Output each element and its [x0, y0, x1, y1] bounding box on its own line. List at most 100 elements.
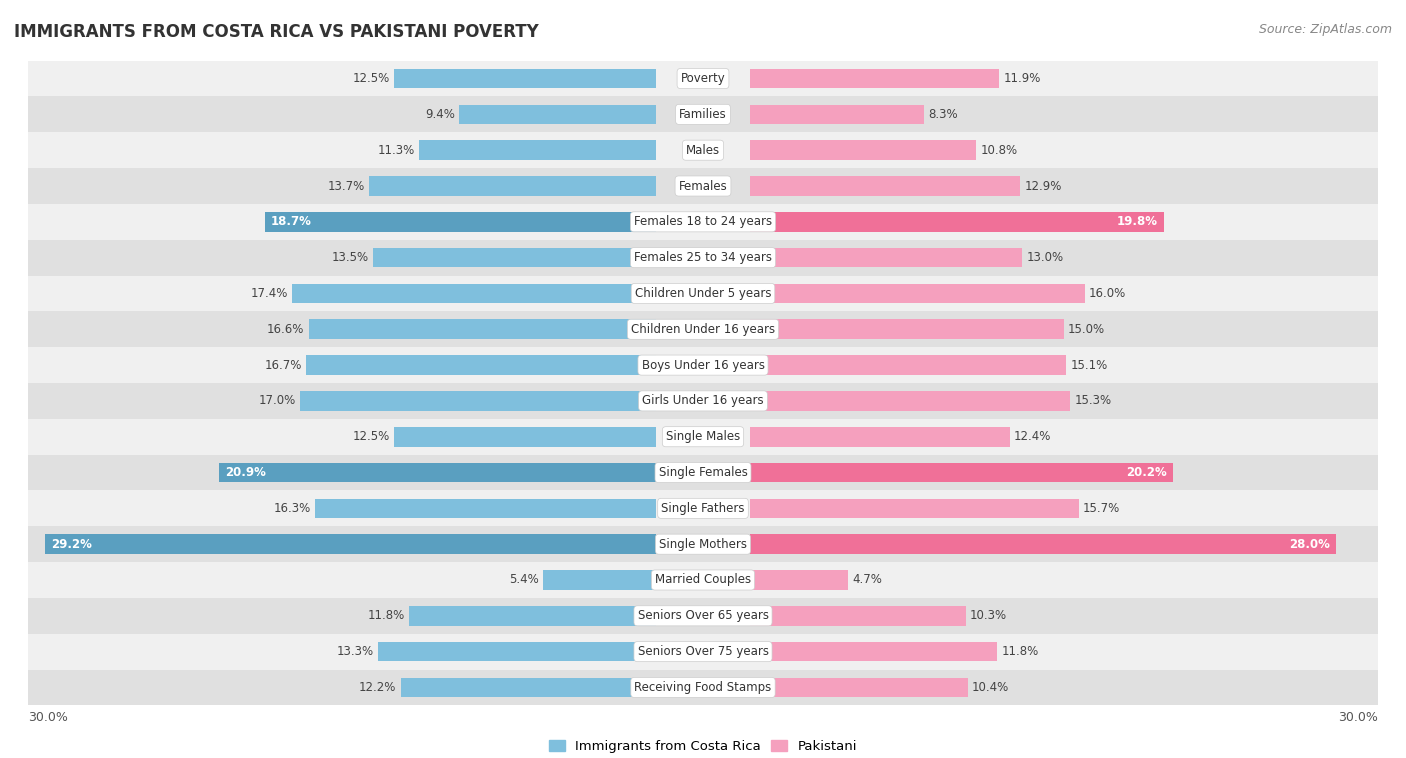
Bar: [749, 499, 1078, 518]
Bar: [308, 319, 657, 339]
Bar: [749, 642, 997, 662]
Text: 29.2%: 29.2%: [51, 537, 91, 550]
Bar: [749, 356, 1066, 375]
Bar: [749, 140, 976, 160]
Text: 12.4%: 12.4%: [1014, 431, 1052, 443]
Bar: [28, 96, 1378, 133]
Bar: [299, 391, 657, 411]
Bar: [749, 391, 1070, 411]
Text: 16.3%: 16.3%: [273, 502, 311, 515]
Bar: [370, 176, 657, 196]
Bar: [28, 490, 1378, 526]
Text: 9.4%: 9.4%: [425, 108, 456, 121]
Bar: [28, 204, 1378, 240]
Bar: [749, 606, 966, 625]
Bar: [749, 319, 1064, 339]
Text: 13.0%: 13.0%: [1026, 251, 1063, 264]
Bar: [749, 462, 1173, 482]
Bar: [28, 598, 1378, 634]
Text: Females 18 to 24 years: Females 18 to 24 years: [634, 215, 772, 228]
Text: 10.4%: 10.4%: [972, 681, 1010, 694]
Text: 11.8%: 11.8%: [1001, 645, 1039, 658]
Bar: [749, 427, 1010, 446]
Text: 30.0%: 30.0%: [28, 711, 67, 724]
Text: 17.4%: 17.4%: [250, 287, 288, 300]
Text: 5.4%: 5.4%: [509, 574, 538, 587]
Bar: [401, 678, 657, 697]
Bar: [28, 634, 1378, 669]
Text: Males: Males: [686, 144, 720, 157]
Bar: [749, 283, 1085, 303]
Text: IMMIGRANTS FROM COSTA RICA VS PAKISTANI POVERTY: IMMIGRANTS FROM COSTA RICA VS PAKISTANI …: [14, 23, 538, 41]
Legend: Immigrants from Costa Rica, Pakistani: Immigrants from Costa Rica, Pakistani: [544, 735, 862, 758]
Bar: [28, 240, 1378, 276]
Text: 13.7%: 13.7%: [328, 180, 366, 193]
Text: Families: Families: [679, 108, 727, 121]
Bar: [28, 455, 1378, 490]
Text: 15.0%: 15.0%: [1069, 323, 1105, 336]
Text: 15.1%: 15.1%: [1070, 359, 1108, 371]
Text: 4.7%: 4.7%: [852, 574, 883, 587]
Text: 13.3%: 13.3%: [336, 645, 374, 658]
Bar: [543, 570, 657, 590]
Bar: [307, 356, 657, 375]
Text: Children Under 5 years: Children Under 5 years: [634, 287, 772, 300]
Text: Receiving Food Stamps: Receiving Food Stamps: [634, 681, 772, 694]
Bar: [28, 276, 1378, 312]
Text: 18.7%: 18.7%: [271, 215, 312, 228]
Text: Seniors Over 65 years: Seniors Over 65 years: [637, 609, 769, 622]
Bar: [28, 526, 1378, 562]
Bar: [749, 678, 967, 697]
Text: 15.7%: 15.7%: [1083, 502, 1121, 515]
Bar: [419, 140, 657, 160]
Text: 12.5%: 12.5%: [353, 431, 389, 443]
Bar: [28, 419, 1378, 455]
Bar: [28, 61, 1378, 96]
Text: 8.3%: 8.3%: [928, 108, 957, 121]
Bar: [394, 69, 657, 89]
Bar: [374, 248, 657, 268]
Bar: [394, 427, 657, 446]
Text: Children Under 16 years: Children Under 16 years: [631, 323, 775, 336]
Text: Married Couples: Married Couples: [655, 574, 751, 587]
Bar: [749, 248, 1022, 268]
Bar: [28, 669, 1378, 706]
Bar: [749, 176, 1019, 196]
Text: 11.3%: 11.3%: [378, 144, 415, 157]
Text: Seniors Over 75 years: Seniors Over 75 years: [637, 645, 769, 658]
Bar: [28, 383, 1378, 419]
Text: Single Males: Single Males: [666, 431, 740, 443]
Bar: [749, 570, 848, 590]
Bar: [218, 462, 657, 482]
Text: 16.7%: 16.7%: [264, 359, 302, 371]
Bar: [749, 69, 1000, 89]
Text: Single Females: Single Females: [658, 466, 748, 479]
Text: 19.8%: 19.8%: [1118, 215, 1159, 228]
Bar: [28, 562, 1378, 598]
Bar: [292, 283, 657, 303]
Text: 20.2%: 20.2%: [1126, 466, 1167, 479]
Text: 30.0%: 30.0%: [1339, 711, 1378, 724]
Text: 20.9%: 20.9%: [225, 466, 266, 479]
Text: Source: ZipAtlas.com: Source: ZipAtlas.com: [1258, 23, 1392, 36]
Text: Single Mothers: Single Mothers: [659, 537, 747, 550]
Bar: [28, 312, 1378, 347]
Text: Single Fathers: Single Fathers: [661, 502, 745, 515]
Bar: [28, 133, 1378, 168]
Bar: [749, 212, 1164, 232]
Bar: [749, 105, 924, 124]
Bar: [378, 642, 657, 662]
Bar: [45, 534, 657, 554]
Text: 12.2%: 12.2%: [359, 681, 396, 694]
Text: 12.5%: 12.5%: [353, 72, 389, 85]
Text: Girls Under 16 years: Girls Under 16 years: [643, 394, 763, 407]
Bar: [28, 347, 1378, 383]
Bar: [264, 212, 657, 232]
Bar: [28, 168, 1378, 204]
Text: 16.0%: 16.0%: [1090, 287, 1126, 300]
Bar: [749, 534, 1336, 554]
Text: 10.8%: 10.8%: [980, 144, 1018, 157]
Text: 10.3%: 10.3%: [970, 609, 1007, 622]
Text: 11.9%: 11.9%: [1004, 72, 1040, 85]
Text: Boys Under 16 years: Boys Under 16 years: [641, 359, 765, 371]
